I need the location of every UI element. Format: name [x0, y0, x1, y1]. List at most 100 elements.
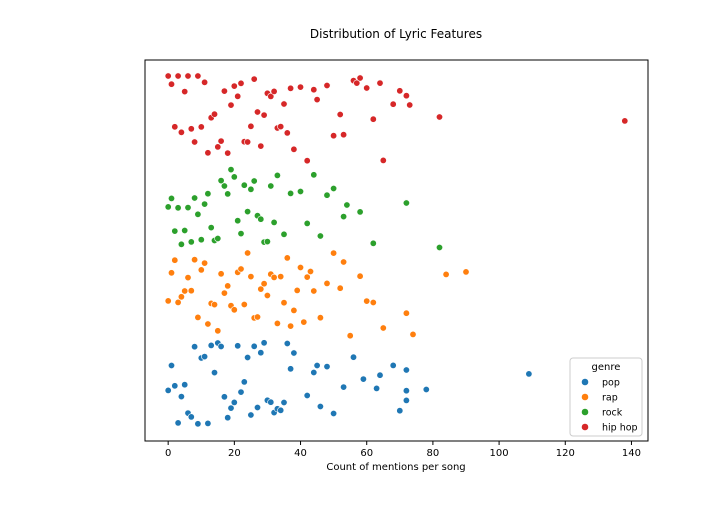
point-rap	[356, 272, 364, 280]
point-rap	[191, 256, 199, 264]
point-pop	[323, 363, 331, 371]
point-rock	[316, 232, 324, 240]
point-rap	[204, 320, 212, 328]
point-hip-hop	[296, 83, 304, 91]
legend-label-rock: rock	[602, 408, 623, 419]
point-hip-hop	[277, 123, 285, 131]
point-rock	[343, 201, 351, 209]
point-pop	[177, 393, 185, 401]
point-hip-hop	[389, 100, 397, 108]
point-hip-hop	[164, 72, 172, 80]
point-rock	[240, 181, 248, 189]
point-rap	[181, 287, 189, 295]
point-rap	[217, 270, 225, 278]
point-hip-hop	[257, 142, 265, 150]
point-hip-hop	[402, 92, 410, 100]
point-rock	[435, 244, 443, 252]
point-rock	[237, 230, 245, 238]
point-pop	[396, 407, 404, 415]
point-hip-hop	[168, 80, 176, 88]
chart-title: Distribution of Lyric Features	[310, 27, 482, 41]
point-hip-hop	[191, 138, 199, 146]
point-rap	[237, 265, 245, 273]
point-pop	[181, 381, 189, 389]
point-rap	[306, 267, 314, 275]
point-pop	[174, 419, 182, 427]
point-pop	[260, 339, 268, 347]
point-hip-hop	[214, 143, 222, 151]
legend-items: pop rap rock hip hop	[581, 378, 638, 434]
point-pop	[230, 398, 238, 406]
point-pop	[250, 342, 258, 350]
point-hip-hop	[187, 125, 195, 133]
point-rock	[244, 208, 252, 216]
point-pop	[422, 385, 430, 393]
point-hip-hop	[283, 129, 291, 137]
point-rock	[257, 215, 265, 223]
point-pop	[204, 419, 212, 427]
x-ticks: 0 20 40 60 80 100 120 140	[165, 441, 641, 459]
point-rock	[402, 199, 410, 207]
point-pop	[290, 349, 298, 357]
point-rock	[204, 190, 212, 198]
points-layer	[164, 72, 629, 428]
point-rap	[201, 259, 209, 267]
point-hip-hop	[244, 138, 252, 146]
point-pop	[349, 353, 357, 361]
legend-label-hip-hop: hip hop	[602, 423, 638, 434]
point-hip-hop	[194, 72, 202, 80]
point-rap	[273, 319, 281, 327]
point-hip-hop	[280, 100, 288, 108]
point-pop	[207, 341, 215, 349]
point-pop	[287, 365, 295, 373]
point-hip-hop	[406, 101, 414, 109]
x-tick-label: 120	[556, 448, 575, 459]
point-rock	[340, 213, 348, 221]
point-hip-hop	[217, 137, 225, 145]
point-rap	[369, 298, 377, 306]
point-rock	[356, 208, 364, 216]
point-pop	[359, 375, 367, 383]
x-axis-label: Count of mentions per song	[326, 462, 465, 473]
point-hip-hop	[171, 123, 179, 131]
point-rap	[263, 291, 271, 299]
point-hip-hop	[336, 111, 344, 119]
point-rock	[174, 204, 182, 212]
point-hip-hop	[174, 72, 182, 80]
point-pop	[191, 343, 199, 351]
point-pop	[313, 361, 321, 369]
point-rock	[267, 182, 275, 190]
point-hip-hop	[435, 113, 443, 121]
point-rock	[234, 217, 242, 225]
point-rap	[409, 330, 417, 338]
point-hip-hop	[230, 82, 238, 90]
point-hip-hop	[211, 110, 219, 118]
point-hip-hop	[184, 72, 192, 80]
point-rap	[220, 289, 228, 297]
point-rap	[224, 282, 232, 290]
x-tick-label: 100	[490, 448, 509, 459]
plot-frame	[144, 59, 649, 442]
x-tick-label: 0	[165, 448, 171, 459]
point-hip-hop	[323, 82, 331, 90]
point-rock	[224, 190, 232, 198]
point-hip-hop	[260, 111, 268, 119]
point-pop	[168, 361, 176, 369]
point-rap	[174, 298, 182, 306]
point-rap	[293, 286, 301, 294]
point-hip-hop	[250, 75, 258, 83]
point-rock	[214, 235, 222, 243]
legend-box	[569, 357, 643, 437]
legend-marker-pop	[581, 378, 589, 386]
x-tick-label: 60	[360, 448, 373, 459]
point-hip-hop	[247, 122, 255, 130]
point-pop	[227, 404, 235, 412]
legend-marker-rap	[581, 393, 589, 401]
point-rock	[330, 185, 338, 193]
point-hip-hop	[363, 84, 371, 92]
point-rap	[164, 297, 172, 305]
point-rock	[310, 171, 318, 179]
point-rap	[303, 273, 311, 281]
point-pop	[402, 396, 410, 404]
